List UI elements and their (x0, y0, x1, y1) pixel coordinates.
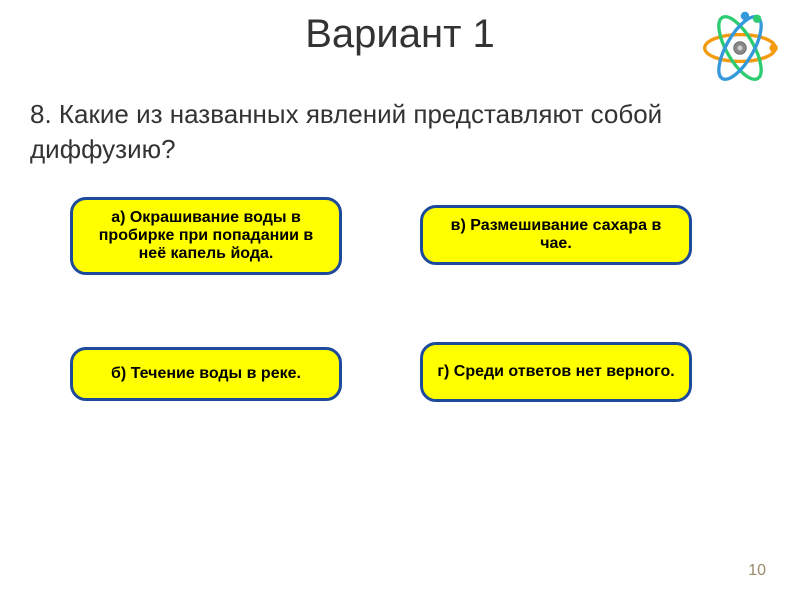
option-d-label: г) Среди ответов нет верного. (437, 363, 674, 381)
option-b-label: б) Течение воды в реке. (111, 365, 301, 383)
option-c-button[interactable]: в) Размешивание сахара в чае. (420, 205, 692, 265)
atom-icon (698, 6, 782, 90)
option-c-label: в) Размешивание сахара в чае. (437, 217, 675, 253)
option-a-button[interactable]: а) Окрашивание воды в пробирке при попад… (70, 197, 342, 275)
page-title: Вариант 1 (0, 0, 800, 57)
page-number: 10 (748, 562, 766, 580)
options-container: а) Окрашивание воды в пробирке при попад… (0, 177, 800, 517)
question-text: 8. Какие из названных явлений представля… (0, 57, 800, 177)
option-d-button[interactable]: г) Среди ответов нет верного. (420, 342, 692, 402)
option-b-button[interactable]: б) Течение воды в реке. (70, 347, 342, 401)
option-a-label: а) Окрашивание воды в пробирке при попад… (87, 209, 325, 263)
